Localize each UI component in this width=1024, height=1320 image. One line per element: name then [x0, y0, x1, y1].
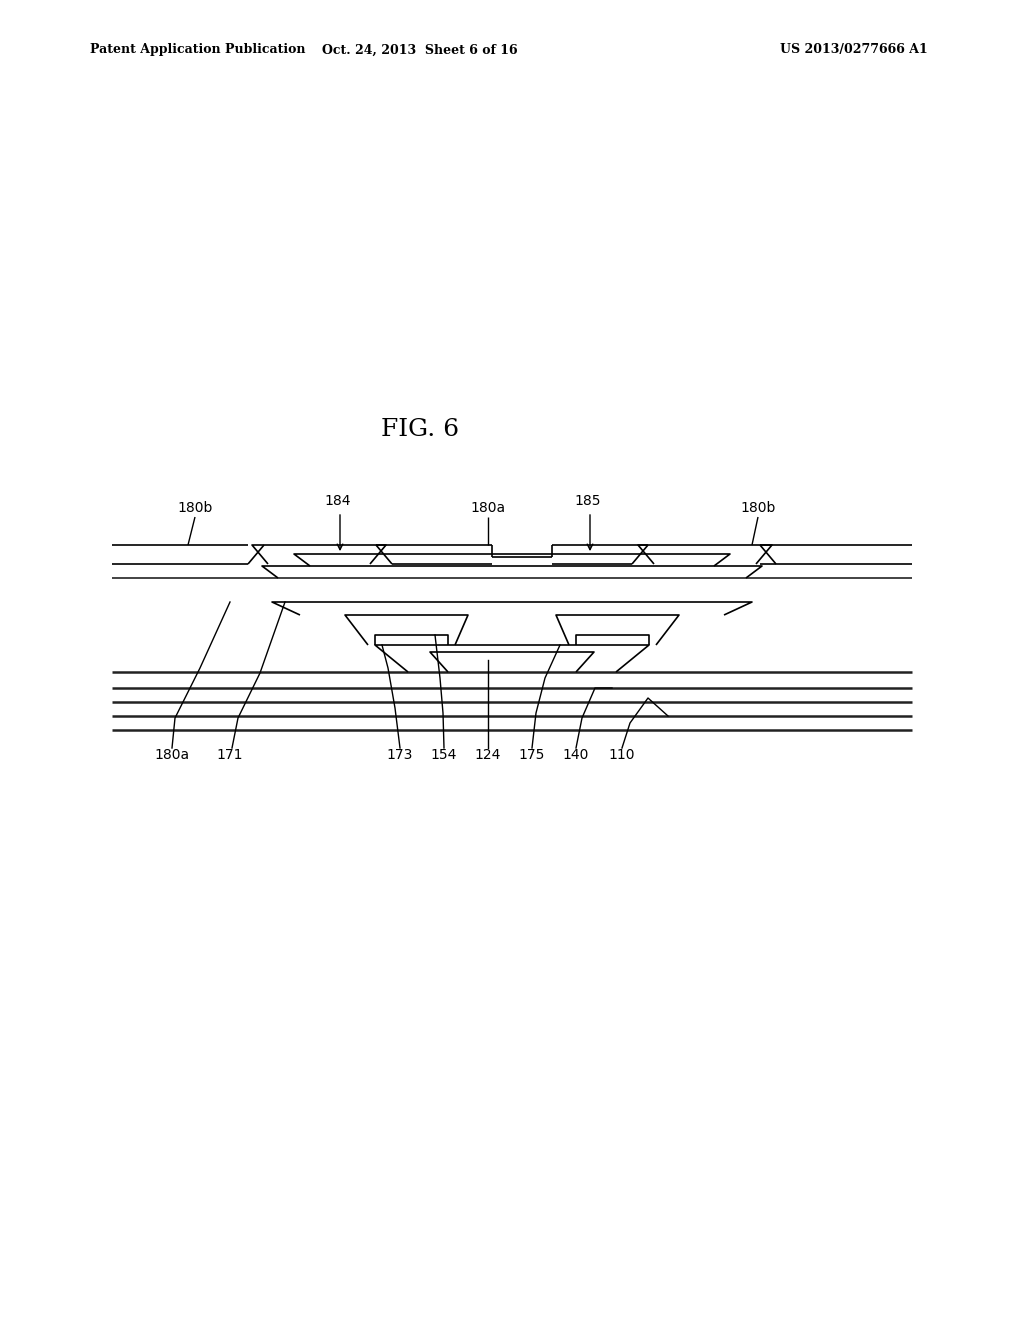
Text: 180a: 180a — [155, 748, 189, 762]
Text: Patent Application Publication: Patent Application Publication — [90, 44, 305, 57]
Text: 180b: 180b — [177, 502, 213, 515]
Text: 154: 154 — [431, 748, 457, 762]
Text: Oct. 24, 2013  Sheet 6 of 16: Oct. 24, 2013 Sheet 6 of 16 — [323, 44, 518, 57]
Text: 185: 185 — [574, 494, 601, 508]
Text: FIG. 6: FIG. 6 — [381, 418, 459, 441]
Text: 175: 175 — [519, 748, 545, 762]
Text: 173: 173 — [387, 748, 414, 762]
Text: US 2013/0277666 A1: US 2013/0277666 A1 — [780, 44, 928, 57]
Text: 180b: 180b — [740, 502, 776, 515]
Text: 140: 140 — [563, 748, 589, 762]
Text: 180a: 180a — [470, 502, 506, 515]
Text: 110: 110 — [608, 748, 635, 762]
Text: 171: 171 — [217, 748, 244, 762]
Text: 184: 184 — [325, 494, 351, 508]
Text: 124: 124 — [475, 748, 501, 762]
